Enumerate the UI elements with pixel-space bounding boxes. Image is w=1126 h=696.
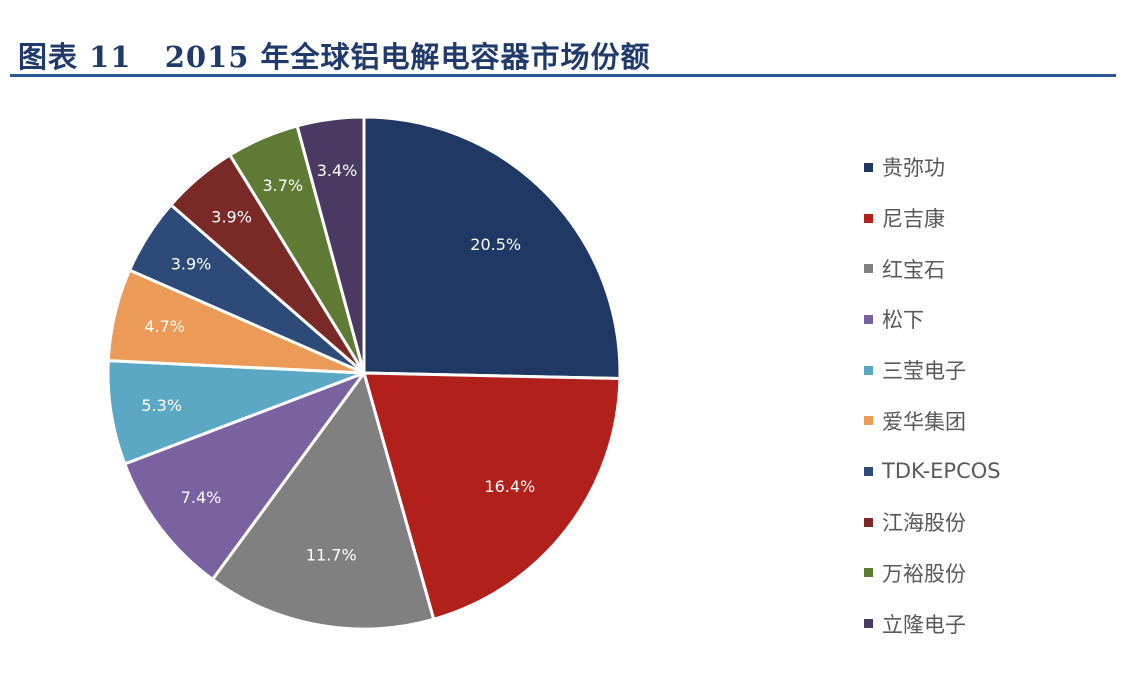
slice-data-label: 16.4% — [484, 477, 535, 496]
legend-label: 万裕股份 — [882, 561, 966, 586]
title-underline — [10, 74, 1116, 77]
legend-label: 江海股份 — [882, 511, 966, 536]
legend-label: 尼吉康 — [882, 207, 945, 232]
legend-item: 爱华集团 — [864, 395, 1001, 446]
legend-label: 松下 — [882, 308, 924, 333]
legend-item: 三莹电子 — [864, 345, 1001, 396]
legend-item: 万裕股份 — [864, 548, 1001, 599]
slice-data-label: 20.5% — [470, 235, 521, 254]
legend-item: 江海股份 — [864, 497, 1001, 548]
legend-label: TDK-EPCOS — [882, 459, 1001, 484]
pie-slice — [295, 115, 366, 375]
slice-data-label: 3.9% — [171, 254, 212, 273]
legend-label: 三莹电子 — [882, 359, 966, 384]
legend-swatch-icon — [864, 213, 873, 223]
slice-data-label: 4.7% — [144, 317, 185, 336]
slice-data-label: 3.7% — [262, 176, 303, 195]
pie-slice — [362, 371, 622, 621]
legend-item: 红宝石 — [864, 243, 1001, 294]
legend-item: 尼吉康 — [864, 193, 1001, 244]
legend-swatch-icon — [864, 568, 873, 578]
slice-data-label: 5.3% — [141, 396, 182, 415]
legend-swatch-icon — [864, 416, 873, 426]
slice-data-label: 7.4% — [181, 488, 222, 507]
legend-item: TDK-EPCOS — [864, 446, 1001, 497]
legend-item: 贵弥功 — [864, 142, 1001, 193]
legend-swatch-icon — [864, 162, 873, 172]
slice-data-label: 3.9% — [211, 208, 252, 227]
figure-title: 图表 11 2015 年全球铝电解电容器市场份额 — [18, 40, 651, 74]
figure-header: 图表 11 2015 年全球铝电解电容器市场份额 — [18, 28, 1116, 78]
legend-item: 松下 — [864, 294, 1001, 345]
pie-slice — [211, 371, 436, 631]
slice-data-label: 11.7% — [306, 545, 357, 564]
legend-swatch-icon — [864, 517, 873, 527]
legend-swatch-icon — [864, 264, 873, 274]
legend-label: 贵弥功 — [882, 156, 945, 181]
legend-swatch-icon — [864, 314, 873, 324]
legend-swatch-icon — [864, 365, 873, 375]
legend-label: 爱华集团 — [882, 409, 966, 434]
chart-legend: 贵弥功尼吉康红宝石松下三莹电子爱华集团 TDK-EPCOS 江海股份万裕股份立隆电子 — [864, 142, 1001, 649]
legend-label: 立隆电子 — [882, 612, 966, 637]
pie-slice — [362, 115, 622, 380]
legend-item: 立隆电子 — [864, 598, 1001, 649]
pie-slice — [123, 371, 366, 581]
legend-swatch-icon — [864, 466, 873, 476]
legend-swatch-icon — [864, 619, 873, 629]
legend-label: 红宝石 — [882, 257, 945, 282]
slice-data-label: 3.4% — [317, 161, 358, 180]
